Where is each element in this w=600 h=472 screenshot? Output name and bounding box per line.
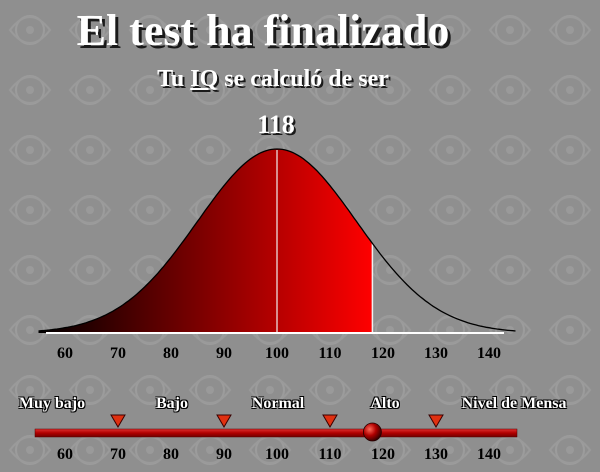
scale-tick-label: 120 (371, 446, 395, 463)
scale-tick-label: 140 (477, 446, 501, 463)
page-title: El test ha finalizado (76, 6, 450, 55)
chart-tick-label: 140 (477, 345, 501, 362)
iq-link[interactable]: IQ (190, 66, 219, 92)
iq-score: 118 (257, 110, 295, 139)
chart-tick-label: 130 (424, 345, 448, 362)
category-label: Bajo (156, 395, 188, 412)
scale-tick-label: 100 (265, 446, 289, 463)
result-subtitle: Tu IQ se calculó de ser (0, 66, 546, 93)
subtitle-prefix: Tu (157, 66, 185, 92)
category-boundary-marker (216, 414, 232, 428)
category-label: Muy bajo (18, 395, 86, 412)
distribution-curve (38, 148, 516, 332)
chart-tick-label: 120 (371, 345, 395, 362)
scale-tick-label: 80 (163, 446, 179, 463)
distribution-fill-area (38, 149, 373, 333)
category-label: Nivel de Mensa (461, 395, 567, 412)
score-knob (362, 422, 382, 442)
scale-tick-label: 70 (110, 446, 126, 463)
chart-tick-label: 80 (163, 345, 179, 362)
chart-tick-label: 90 (216, 345, 232, 362)
scale-tick-label: 90 (216, 446, 232, 463)
subtitle-suffix: se calculó de ser (224, 66, 389, 92)
iq-scale-bar (34, 428, 518, 438)
chart-tick-label: 100 (265, 345, 289, 362)
category-boundary-marker (322, 414, 338, 428)
chart-tick-label: 60 (57, 345, 73, 362)
category-label: Alto (370, 395, 400, 412)
scale-tick-label: 130 (424, 446, 448, 463)
scale-tick-label: 60 (57, 446, 73, 463)
category-boundary-marker (428, 414, 444, 428)
chart-tick-label: 110 (318, 345, 341, 362)
chart-tick-label: 70 (110, 345, 126, 362)
scale-tick-label: 110 (318, 446, 341, 463)
category-label: Normal (251, 395, 305, 412)
category-boundary-marker (110, 414, 126, 428)
